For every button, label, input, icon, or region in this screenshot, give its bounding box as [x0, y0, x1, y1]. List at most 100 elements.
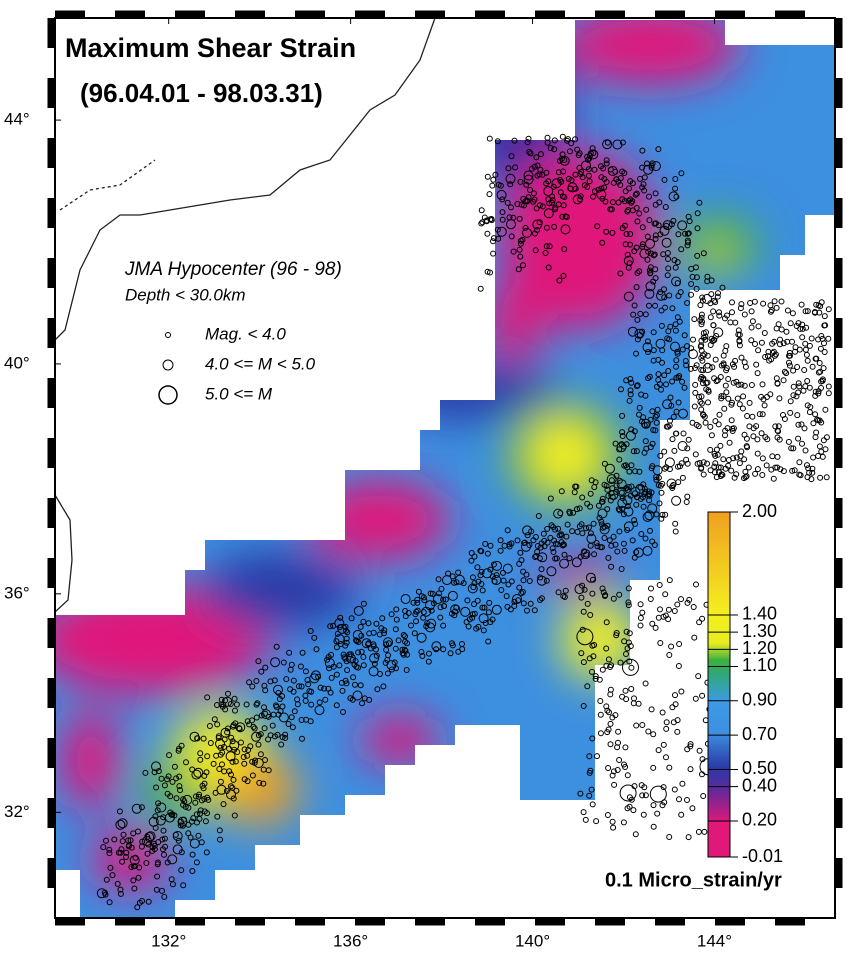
title: Maximum Shear Strain [65, 33, 356, 63]
hypocenter [220, 701, 227, 708]
hypocenter [487, 542, 494, 549]
hypocenter [578, 650, 585, 657]
hypocenter [692, 381, 699, 388]
hypocenter [712, 460, 719, 467]
hypocenter [610, 199, 616, 206]
hypocenter [623, 231, 630, 237]
hypocenter [612, 712, 619, 719]
hypocenter [205, 796, 212, 803]
hypocenter [647, 264, 654, 271]
hypocenter [206, 723, 213, 729]
hypocenter [737, 305, 744, 312]
hypocenter [116, 808, 123, 815]
hypocenter [684, 746, 691, 753]
hypocenter [696, 199, 703, 206]
hypocenter [698, 321, 705, 328]
hypocenter [525, 194, 532, 201]
hypocenter [720, 456, 727, 463]
hypocenter [774, 464, 781, 471]
hypocenter [197, 750, 204, 757]
hypocenter [214, 813, 221, 820]
hypocenter [294, 701, 301, 708]
hypocenter [774, 453, 781, 460]
hypocenter [326, 665, 333, 672]
hypocenter [203, 769, 210, 776]
hypocenter [566, 148, 573, 155]
hypocenter [255, 658, 262, 665]
hypocenter [673, 363, 679, 370]
hypocenter [679, 378, 686, 385]
hypocenter [808, 476, 815, 483]
colorbar-tick-label: 1.40 [742, 604, 777, 624]
hypocenter [778, 326, 785, 333]
hypocenter [815, 388, 822, 395]
hypocenter [234, 749, 241, 755]
hypocenter [353, 637, 359, 644]
hypocenter [591, 166, 598, 173]
hypocenter [241, 776, 248, 783]
hypocenter [681, 332, 688, 339]
hypocenter [553, 555, 560, 562]
hypocenter [665, 265, 672, 272]
hypocenter [691, 316, 698, 323]
hypocenter [603, 160, 610, 167]
hypocenter [586, 655, 593, 662]
hypocenter [471, 601, 477, 608]
hypocenter [623, 255, 634, 266]
hypocenter [702, 294, 712, 304]
hypocenter [503, 593, 510, 600]
hypocenter [720, 360, 727, 367]
hypocenter [822, 446, 829, 453]
hypocenter [132, 854, 139, 861]
hypocenter [642, 311, 649, 318]
hypocenter [619, 196, 626, 203]
hypocenter [735, 327, 742, 334]
hypocenter [806, 342, 813, 349]
hypocenter [686, 596, 693, 603]
hypocenter [788, 445, 795, 452]
hypocenter [603, 482, 610, 489]
hypocenter [717, 442, 724, 449]
hypocenter [167, 809, 174, 816]
hypocenter [736, 342, 743, 349]
hypocenter [229, 784, 236, 791]
hypocenter [741, 431, 748, 438]
hypocenter [777, 336, 783, 343]
hypocenter [746, 399, 753, 406]
hypocenter [608, 542, 615, 549]
hypocenter [768, 356, 775, 363]
hypocenter [541, 543, 548, 550]
hypocenter [298, 683, 305, 690]
hypocenter [220, 801, 227, 808]
hypocenter [796, 346, 803, 353]
hypocenter [507, 606, 514, 613]
hypocenter [716, 309, 722, 316]
hypocenter [648, 585, 654, 592]
colorbar-label: 0.1 Micro_strain/yr [605, 869, 782, 891]
x-tick-label: 136° [333, 931, 368, 950]
hypocenter [663, 719, 670, 726]
hypocenter [723, 389, 730, 396]
hypocenter [290, 677, 297, 684]
hypocenter [672, 185, 679, 192]
hypocenter [546, 200, 553, 207]
hypocenter [626, 630, 633, 637]
hypocenter [671, 447, 678, 454]
hypocenter [742, 363, 749, 370]
hypocenter [679, 780, 686, 787]
hypocenter [279, 734, 286, 741]
hypocenter [696, 393, 702, 400]
hypocenter [768, 466, 775, 473]
hypocenter [470, 584, 477, 591]
hypocenter [639, 248, 650, 259]
hypocenter [649, 620, 656, 627]
hypocenter [646, 373, 653, 380]
hypocenter [587, 150, 594, 157]
hypocenter [725, 376, 732, 382]
hypocenter [790, 367, 797, 374]
hypocenter [177, 822, 184, 829]
hypocenter [523, 571, 530, 578]
hypocenter [617, 659, 624, 666]
hypocenter [770, 475, 777, 482]
hypocenter [656, 500, 663, 507]
